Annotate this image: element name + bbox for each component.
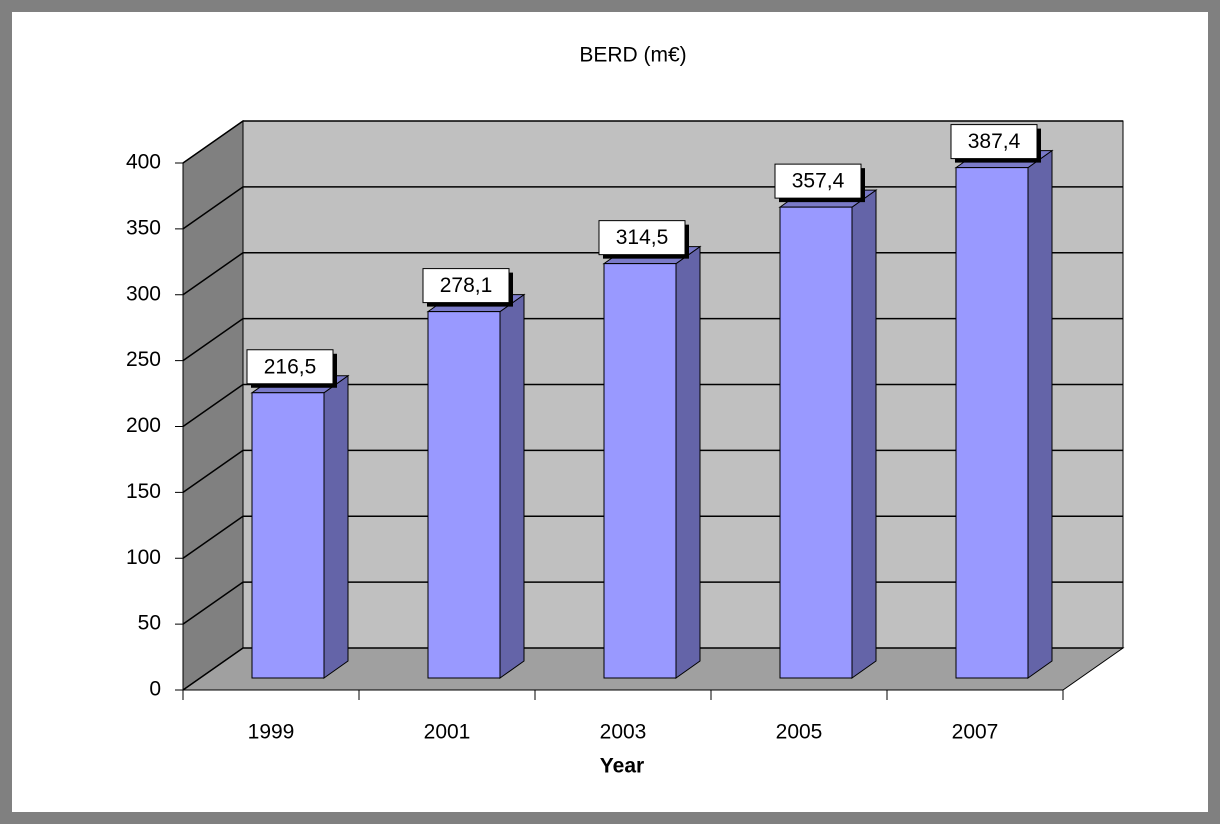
y-tick-label: 150 [126,480,161,503]
value-label-box [598,220,686,256]
bar-side [499,293,525,679]
chart-title: BERD (m€) [579,44,686,67]
bar-front [955,167,1029,679]
value-label: 216,5 [264,355,317,378]
x-tick-label: 1999 [248,721,295,744]
grid-line [182,120,1123,164]
value-label-box [774,163,862,199]
x-tick-label: 2005 [776,721,823,744]
x-tick-label: 2001 [424,721,471,744]
bar [250,374,350,679]
bar-side [851,189,877,679]
bar [778,189,878,679]
y-tick-label: 400 [126,151,161,174]
y-tick-label: 50 [138,612,161,635]
bar [602,245,702,679]
value-label-box [422,268,510,304]
bar [426,293,526,679]
bar-front [427,311,501,679]
value-label: 357,4 [792,170,845,193]
value-label-box [246,349,334,385]
bar [954,149,1054,679]
x-axis-title: Year [600,755,644,778]
value-label: 278,1 [440,274,493,297]
y-tick-label: 0 [149,678,161,701]
x-tick-label: 2003 [600,721,647,744]
bar-front [251,392,325,679]
value-label-box [950,124,1038,160]
y-tick-label: 350 [126,216,161,239]
bar-side [675,245,701,679]
y-tick-label: 300 [126,282,161,305]
value-label: 387,4 [968,130,1021,153]
bar-side [323,374,349,679]
value-label: 314,5 [616,226,669,249]
x-tick-label: 2007 [952,721,999,744]
bar-front [603,263,677,679]
y-tick-label: 250 [126,348,161,371]
y-tick-label: 100 [126,546,161,569]
bar-side [1027,149,1053,679]
bar-front [779,206,853,679]
y-tick-label: 200 [126,414,161,437]
